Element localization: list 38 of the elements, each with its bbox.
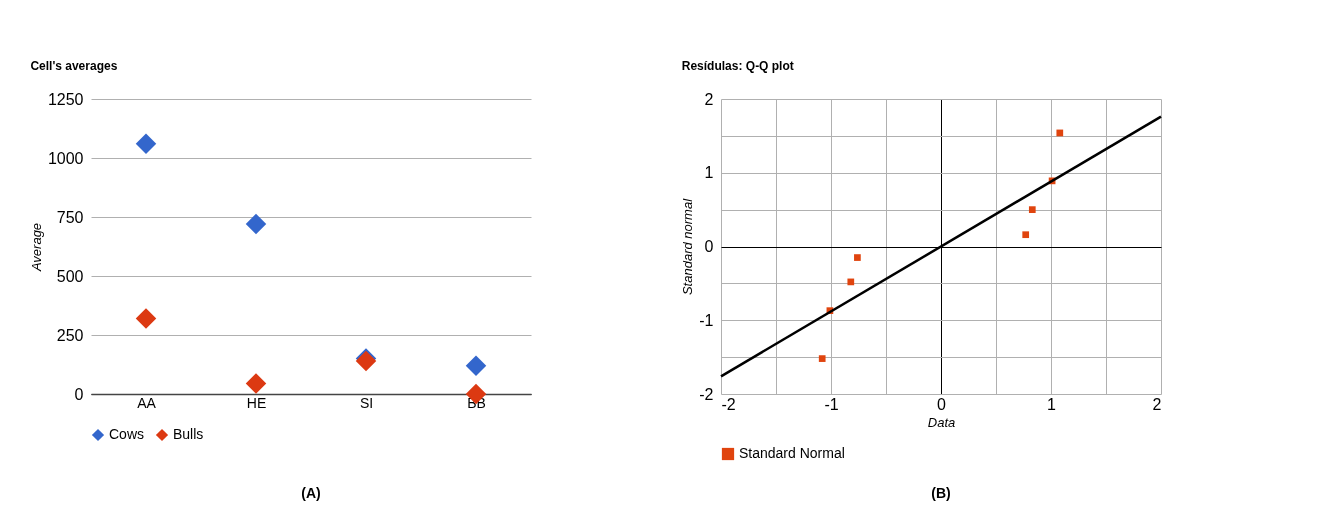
x-tick-label: 1 [1047,395,1057,413]
x-tick-label: AA [137,394,157,411]
x-tick-label: SI [359,394,374,411]
x-tick-label: 2 [1152,395,1162,413]
y-axis-title: Standard normal [680,197,696,296]
point [1056,129,1064,137]
x-tick-label: 0 [937,395,947,413]
legend-label: Cows [109,426,145,442]
x-axis-title: Data [927,414,956,430]
point [847,278,855,286]
y-tick-label: 1250 [47,90,84,108]
point [245,213,267,235]
point [135,308,157,329]
text: (B) [931,485,951,501]
x-tick-label: HE [246,394,267,411]
y-tick-label: 1000 [47,149,84,167]
y-axis-title: Average [28,222,44,273]
chart-title: Cell's averages [30,59,118,73]
point [818,355,826,362]
x-tick-label: -1 [824,395,839,413]
point [1028,206,1036,213]
x-tick-label: -2 [721,395,736,413]
y-tick-label: 2 [704,90,714,108]
point [1022,231,1030,239]
y-tick-label: 0 [704,238,714,255]
y-tick-label: 250 [56,326,84,344]
text: (A) [301,485,321,501]
point [465,355,487,376]
point [135,133,157,155]
legend-label: Bulls [173,426,204,442]
y-tick-label: 750 [56,208,84,226]
point [245,373,267,394]
y-tick-label: 500 [56,267,84,285]
legend-label: Standard Normal [739,445,845,461]
y-tick-label: -1 [699,311,714,329]
chart-title: Resídulas: Q-Q plot [681,59,794,73]
y-tick-label: 1 [704,164,714,182]
point [854,254,861,261]
